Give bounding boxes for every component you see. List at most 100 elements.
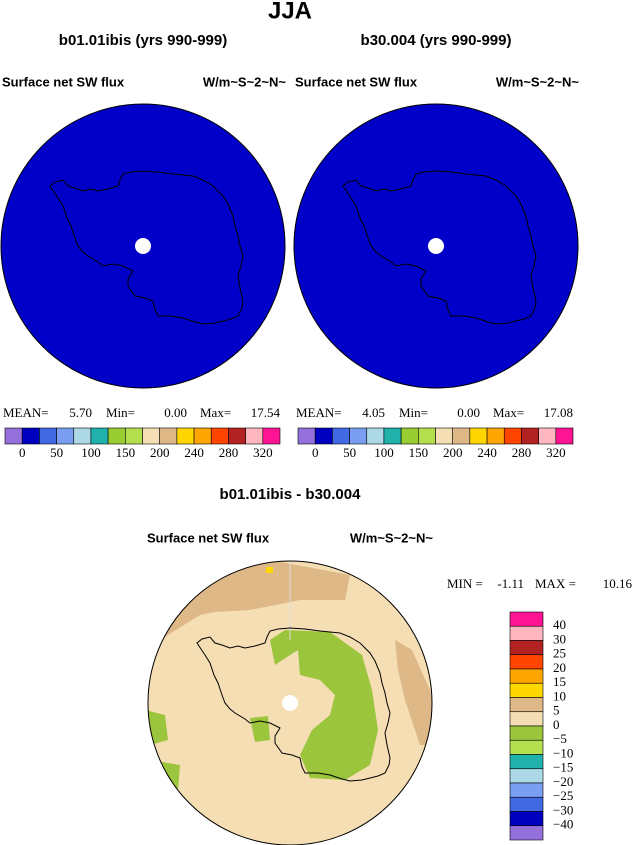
colorbar-box — [193, 427, 212, 445]
colorbar-box — [509, 711, 544, 727]
colorbar-box — [332, 427, 350, 445]
stat: MEAN= — [3, 405, 49, 420]
colorbar-box — [73, 427, 92, 445]
colorbar-label: 15 — [553, 674, 566, 689]
colorbar-label: 280 — [219, 445, 239, 460]
units: W/m~S~2~N~ — [350, 530, 434, 545]
colorbar-box — [4, 427, 23, 445]
panel-title: b01.01ibis (yrs 990-999) — [59, 32, 227, 49]
colorbar-label: −15 — [553, 760, 573, 775]
colorbar-box — [90, 427, 109, 445]
colorbar-box — [210, 427, 229, 445]
variable-name: Surface net SW flux — [295, 74, 418, 89]
colorbar-label: 50 — [343, 445, 356, 460]
colorbar-box — [521, 427, 539, 445]
colorbar-box — [228, 427, 246, 445]
colorbar-box — [538, 427, 557, 445]
variable-name: Surface net SW flux — [147, 530, 270, 545]
colorbar-box — [469, 427, 488, 445]
colorbar-label: 0 — [553, 717, 560, 732]
map-border — [147, 560, 433, 845]
stat: -1.11 — [497, 576, 524, 591]
colorbar-box — [21, 427, 40, 445]
figure-title: JJA — [268, 0, 312, 24]
colorbar-box — [125, 427, 143, 445]
colorbar-label: 200 — [443, 445, 463, 460]
stat: 5.70 — [69, 405, 92, 420]
colorbar-label: 200 — [150, 445, 170, 460]
colorbar-box — [452, 427, 471, 445]
colorbar-box — [314, 427, 333, 445]
colorbar-label: −30 — [553, 802, 573, 817]
stat: 0.00 — [164, 405, 187, 420]
colorbar-box — [509, 640, 544, 656]
colorbar-box — [349, 427, 368, 445]
colorbar-label: −25 — [553, 788, 573, 803]
colorbar-box — [39, 427, 57, 445]
colorbar-label: 0 — [19, 445, 26, 460]
colorbar-box — [400, 427, 419, 445]
colorbar-label: 240 — [477, 445, 497, 460]
colorbar-label: −10 — [553, 745, 573, 760]
colorbar-label: 10 — [553, 688, 566, 703]
colorbar-box — [245, 427, 264, 445]
colorbar-box — [503, 427, 522, 445]
colorbar-box — [509, 697, 544, 713]
colorbar-label: −5 — [553, 731, 567, 746]
region-10-15 — [266, 567, 273, 573]
colorbar-label: 30 — [553, 631, 566, 646]
colorbar-box — [159, 427, 178, 445]
units: W/m~S~2~N~ — [203, 74, 287, 89]
panel-title: b01.01ibis - b30.004 — [220, 486, 362, 503]
variable-name: Surface net SW flux — [2, 74, 125, 89]
stat: MAX = — [535, 576, 576, 591]
panel — [293, 103, 579, 389]
colorbar-label: 150 — [409, 445, 429, 460]
colorbar-box — [509, 782, 544, 798]
colorbar-box — [56, 427, 75, 445]
colorbar-box — [509, 654, 544, 670]
region-0-neg5 — [150, 760, 180, 790]
stat: Min= — [106, 405, 135, 420]
colorbar-box — [509, 611, 544, 627]
colorbar-box — [555, 427, 574, 445]
pole-hole — [428, 238, 444, 254]
colorbar-label: 20 — [553, 660, 566, 675]
colorbar-box — [435, 427, 453, 445]
colorbar-box — [509, 725, 544, 741]
pole-hole — [282, 695, 298, 711]
panel — [0, 103, 286, 389]
colorbar-label: 240 — [184, 445, 204, 460]
colorbar-box — [297, 427, 316, 445]
stat: 10.16 — [603, 576, 633, 591]
stat: Max= — [200, 405, 231, 420]
difference-map — [147, 560, 433, 845]
colorbar-label: 25 — [553, 646, 566, 661]
colorbar-label: 320 — [546, 445, 566, 460]
colorbar-box — [509, 811, 544, 827]
colorbar-box — [486, 427, 505, 445]
colorbar-box — [509, 682, 544, 698]
colorbar-label: 50 — [50, 445, 63, 460]
colorbar-box — [509, 825, 544, 841]
stat: Max= — [493, 405, 524, 420]
colorbar-box — [509, 668, 544, 684]
colorbar-box — [142, 427, 160, 445]
stat: 17.08 — [544, 405, 573, 420]
region-0-neg5 — [270, 630, 378, 780]
colorbar-box — [509, 625, 544, 641]
colorbar-box — [366, 427, 385, 445]
colorbar-label: 0 — [312, 445, 319, 460]
colorbar-label: 100 — [374, 445, 394, 460]
panel-title: b30.004 (yrs 990-999) — [361, 32, 512, 49]
colorbar-label: −40 — [553, 817, 573, 832]
stat: 4.05 — [362, 405, 385, 420]
colorbar-label: 280 — [512, 445, 532, 460]
colorbar-label: 40 — [553, 617, 566, 632]
colorbar-box — [262, 427, 281, 445]
colorbar-label: 100 — [81, 445, 101, 460]
region-5-10 — [395, 640, 432, 745]
stat: MEAN= — [296, 405, 342, 420]
stat: MIN = — [447, 576, 483, 591]
colorbar-label: 150 — [116, 445, 136, 460]
